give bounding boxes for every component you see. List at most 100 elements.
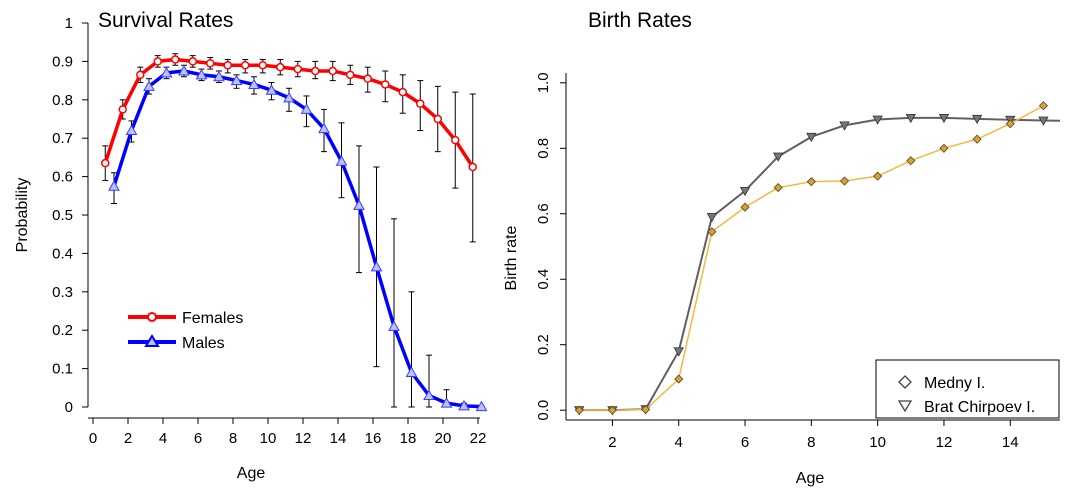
- x-tick-label: 20: [435, 430, 452, 447]
- legend-label-medny: Medny I.: [924, 375, 985, 392]
- legend-label-females: Females: [182, 310, 243, 327]
- point-medny: [574, 405, 584, 415]
- point-females: [276, 62, 285, 72]
- x-tick-label: 4: [675, 434, 683, 451]
- y-tick-label: 0.6: [52, 169, 73, 186]
- point-males: [423, 389, 435, 400]
- point-medny: [740, 202, 750, 212]
- point-brat-chirpoev: [806, 132, 817, 143]
- legend-marker-medny: [898, 375, 912, 389]
- point-males: [353, 199, 365, 210]
- point-females: [258, 60, 267, 70]
- point-males: [335, 155, 348, 166]
- point-males: [405, 366, 418, 377]
- point-females: [171, 55, 180, 64]
- y-tick-label: 0.4: [535, 269, 552, 290]
- y-tick-label: 0.4: [52, 245, 73, 262]
- point-males: [125, 124, 138, 136]
- point-medny: [641, 404, 651, 415]
- y-tick-label: 0.6: [535, 203, 552, 224]
- point-brat-chirpoev: [938, 113, 950, 124]
- point-males: [248, 78, 260, 89]
- x-tick-label: 2: [608, 434, 616, 451]
- x-axis-label: Age: [237, 465, 266, 482]
- point-females: [328, 66, 337, 76]
- birth-rates-chart: Birth Rates Age Birth rate 2 4 6 8 10 12 14 0.0…: [503, 9, 1061, 487]
- point-females: [118, 105, 127, 114]
- point-males: [195, 68, 208, 80]
- point-females: [363, 74, 372, 83]
- point-females: [311, 66, 320, 76]
- x-tick-label: 10: [869, 434, 886, 451]
- point-medny: [972, 134, 982, 144]
- point-females: [136, 70, 145, 80]
- x-tick-label: 6: [741, 434, 749, 451]
- y-axis-label: Probability: [14, 178, 31, 253]
- y-tick-label: 0.5: [52, 207, 73, 224]
- point-medny: [607, 405, 617, 415]
- point-males: [230, 74, 243, 86]
- x-tick-label: 14: [330, 430, 347, 447]
- x-tick-label: 12: [295, 430, 312, 447]
- series-line-females: [103, 57, 475, 168]
- x-tick-label: 14: [1002, 434, 1019, 451]
- x-tick-label: 16: [365, 430, 382, 447]
- point-medny: [839, 176, 850, 186]
- legend-marker-males: [144, 334, 160, 347]
- point-females: [451, 135, 460, 145]
- x-tick-label: 2: [124, 430, 132, 447]
- point-medny: [806, 177, 816, 187]
- point-females: [188, 57, 197, 66]
- x-tick-label: 8: [807, 434, 815, 451]
- legend-marker-brat-chirpoev: [897, 400, 913, 413]
- point-brat-chirpoev: [839, 121, 850, 131]
- point-females: [153, 57, 162, 66]
- y-tick-label: 0.2: [52, 322, 73, 339]
- legend-label-brat-chirpoev: Brat Chirpoev I.: [924, 399, 1035, 416]
- point-males: [178, 64, 190, 76]
- point-brat-chirpoev: [673, 347, 684, 357]
- chart-title: Birth Rates: [588, 9, 692, 32]
- y-tick-label: 0.9: [52, 53, 73, 70]
- point-males: [213, 70, 225, 82]
- point-medny: [674, 374, 684, 384]
- point-medny: [873, 171, 883, 181]
- y-tick-label: 0: [65, 399, 73, 416]
- point-medny: [906, 156, 916, 166]
- point-females: [346, 70, 355, 80]
- point-brat-chirpoev: [1038, 116, 1049, 126]
- point-females: [293, 64, 302, 74]
- series-line-males: [112, 69, 482, 409]
- y-tick-label: 0.3: [52, 284, 73, 301]
- point-medny: [939, 143, 949, 153]
- point-males: [458, 399, 470, 411]
- point-females: [381, 80, 390, 89]
- point-females: [398, 87, 407, 97]
- point-males: [370, 260, 383, 272]
- point-medny: [1038, 101, 1048, 111]
- point-males: [388, 320, 400, 331]
- x-tick-label: 12: [936, 434, 953, 451]
- x-axis-label: Age: [796, 470, 825, 487]
- point-females: [223, 60, 232, 70]
- point-males: [283, 91, 295, 103]
- point-males: [440, 397, 453, 408]
- point-medny: [1005, 119, 1015, 129]
- legend-label-males: Males: [182, 335, 225, 352]
- x-tick-label: 18: [400, 430, 417, 447]
- y-axis-label: Birth rate: [503, 225, 520, 290]
- y-tick-label: 0.2: [535, 334, 552, 355]
- point-brat-chirpoev: [739, 186, 751, 197]
- point-brat-chirpoev: [905, 113, 916, 124]
- legend: Medny I. Brat Chirpoev I.: [875, 359, 1060, 419]
- point-males: [265, 84, 278, 95]
- y-tick-label: 0.8: [535, 138, 552, 159]
- point-males: [300, 103, 313, 114]
- x-tick-label: 22: [470, 430, 487, 447]
- point-brat-chirpoev: [773, 152, 784, 162]
- legend: Females Males: [128, 310, 243, 352]
- point-females: [416, 99, 425, 108]
- y-tick-label: 1: [65, 15, 73, 32]
- point-females: [468, 162, 477, 172]
